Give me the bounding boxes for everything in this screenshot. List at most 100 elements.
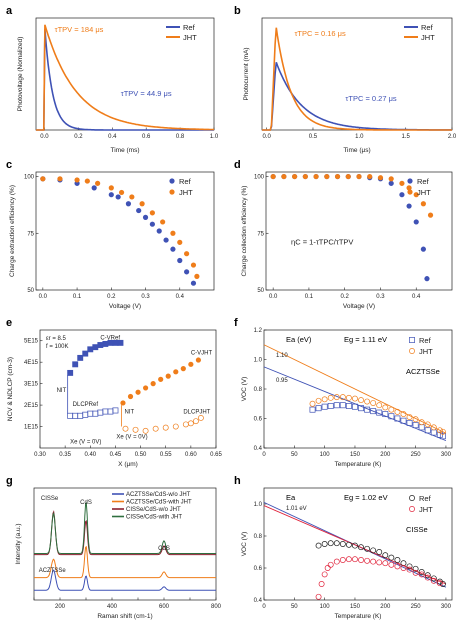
legend-entry: Ref [421,23,434,32]
data-point-jht [270,173,276,180]
data-point-dlcp-ref [67,412,74,419]
data-point-ref [370,408,377,415]
data-point-dlcp-jht [197,415,204,421]
data-point-ref [108,192,114,198]
x-tick-label: 0.4 [412,294,421,300]
data-point-jht [160,219,166,225]
data-point-dlcp-ref [102,408,109,415]
data-point-dlcp-jht [162,424,169,431]
data-point-c-v-ref [77,354,84,361]
x-tick-label: 0.50 [135,452,147,458]
y-axis-label-g: Intensity (a.u.) [15,523,22,564]
y-tick-label: 1.0 [254,358,263,364]
data-point-jht [139,201,145,207]
data-point-jht [57,176,63,182]
y-axis-label-e: NCV & NDLCP (cm-3) [7,357,14,421]
data-point-c-v-jht [173,369,179,375]
data-point-jht [345,556,352,563]
data-point-jht [430,424,437,431]
data-point-jht [333,558,340,565]
legend-entry: ACZTSSe/CdS-with JHT [126,500,192,506]
data-point-jht [376,559,383,566]
x-axis-label-f: Temperature (K) [335,461,382,468]
data-point-c-v-ref [87,346,94,353]
data-point-jht [413,192,419,198]
data-point-jht [400,411,407,418]
legend-entry: Ref [417,177,430,186]
x-tick-label: 0.8 [176,134,185,140]
y-tick-label: 50 [257,288,264,294]
data-point-ref [339,541,346,547]
data-point-jht [424,421,431,428]
spectrum-line [34,501,216,554]
legend-entry: JHT [419,505,433,514]
data-point-ref [315,542,322,549]
data-point-jht [324,173,330,180]
data-point-ref [400,560,407,567]
data-point-c-v-jht [158,376,164,382]
data-point-dlcp-ref [112,407,119,414]
data-point-ref [321,403,328,410]
data-point-ref [91,185,97,191]
data-point-ref [406,419,413,426]
data-point-ref [376,549,383,555]
data-point-jht [424,574,431,581]
panel-label-g: g [6,475,13,487]
data-point-c-v-jht [127,393,134,400]
data-point-ref [412,422,419,429]
data-point-ref [184,269,190,275]
data-point-jht [364,557,371,564]
data-point-ref [156,228,162,234]
data-point-c-v-ref [72,361,79,368]
data-point-jht [412,416,419,423]
x-tick-label: 50 [291,604,298,610]
x-tick-label: 0.3 [141,294,150,300]
data-point-ref [436,431,443,438]
data-point-c-v-jht [143,385,149,391]
data-point-jht [281,173,287,180]
fit-value-jht: 1.10 [276,353,288,359]
legend-entry: Ref [183,23,196,32]
data-point-ref [388,554,395,561]
data-point-ref [327,540,334,547]
label-xe-ref: Xe (V = 0V) [70,440,101,446]
data-point-jht [339,557,346,563]
data-point-jht [334,173,341,180]
data-point-jht [418,419,425,426]
data-point-jht [95,180,101,186]
y-tick-label: 1.0 [254,502,263,508]
y-axis-label-a: Photovoltage (Nomalized) [17,37,24,112]
y-tick-label: 3E15 [24,382,39,388]
x-tick-label: 0.45 [110,452,122,458]
panel-label-b: b [234,5,241,17]
equation: ηC = 1-τTPC/τTPV [291,238,353,247]
peak-label-cisse: CISSe [41,496,59,502]
data-point-jht [321,571,328,578]
data-point-ref [345,403,352,409]
x-tick-label: 400 [107,604,118,610]
data-point-jht [129,194,135,200]
panel-d: d 0.0 0.1 0.2 0.3 0.4 50 75 100 Ref JHT ηC = 1-τTP… [234,159,453,310]
data-point-jht [84,178,90,184]
panel-f: f 0 50 100 150 200 250 300 0.4 0.6 0.8 1.0 1.2 Ea (e… [234,317,453,468]
x-axis-label-a: Time (ms) [110,147,139,154]
data-point-ref [333,402,340,409]
plot-frame-d [265,171,453,291]
data-point-ref [370,547,377,554]
data-point-c-v-jht [195,357,201,363]
data-point-jht [406,414,413,420]
panel-label-a: a [6,5,13,17]
data-point-jht [352,395,358,402]
data-point-ref [125,201,132,207]
data-point-jht [177,239,183,245]
data-point-jht [420,201,426,207]
data-point-ref [358,405,364,412]
data-point-ref [439,581,446,587]
data-point-ref [170,246,176,252]
data-point-jht [358,557,364,563]
data-point-jht [430,577,437,584]
data-point-jht [315,397,322,404]
series-line-ref [36,29,214,131]
